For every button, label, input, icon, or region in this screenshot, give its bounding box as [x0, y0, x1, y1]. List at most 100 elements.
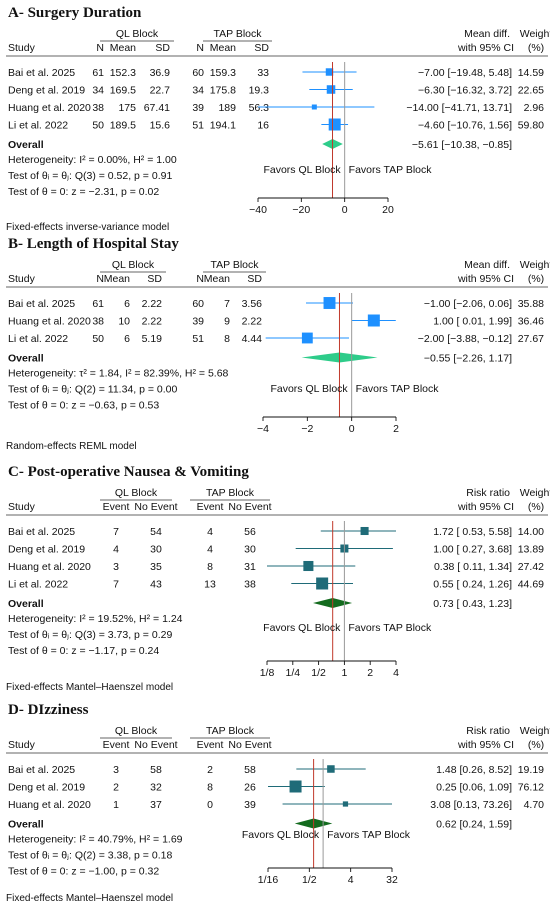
effect-header: Mean diff. [464, 28, 510, 40]
study-weight: 27.42 [518, 561, 544, 573]
effect-header: Risk ratio [466, 487, 510, 499]
study-cell: 7 [224, 298, 230, 310]
study-cell: 6 [124, 333, 130, 345]
panel-title: A- Surgery Duration [8, 5, 142, 21]
overall-label: Overall [8, 598, 44, 610]
study-cell: 37 [150, 799, 162, 811]
study-marker [316, 577, 329, 590]
study-cell: 22.7 [150, 85, 171, 97]
study-cell: 4 [113, 544, 119, 556]
weight-unit-header: (%) [528, 273, 544, 285]
study-cell: 60 [192, 298, 204, 310]
column-header: SD [147, 273, 162, 285]
study-ci-text: 3.08 [0.13, 73.26] [430, 799, 512, 811]
group1-label: QL Block [115, 487, 158, 499]
study-cell: 50 [92, 120, 104, 132]
study-weight: 14.00 [518, 526, 544, 538]
x-tick-label: 4 [348, 874, 354, 886]
study-name: Bai et al. 2025 [8, 67, 75, 79]
study-weight: 44.69 [518, 579, 544, 591]
study-cell: 175.8 [210, 85, 236, 97]
column-header: Event [103, 739, 130, 751]
study-cell: 159.3 [210, 67, 236, 79]
study-weight: 13.89 [518, 544, 544, 556]
column-header-study: Study [8, 273, 36, 285]
effect-ci-header: with 95% CI [457, 739, 514, 751]
column-header: SD [254, 42, 269, 54]
panel-title: C- Post-operative Nausea & Vomiting [8, 464, 249, 480]
x-tick-label: −20 [292, 204, 310, 216]
study-ci-text: 0.38 [ 0.11, 1.34] [434, 561, 512, 573]
favors-left-label: Favors QL Block [263, 164, 341, 176]
study-name: Huang et al. 2020 [8, 561, 91, 573]
study-cell: 34 [192, 85, 204, 97]
x-tick-label: 20 [382, 204, 394, 216]
x-tick-label: −2 [301, 423, 313, 435]
column-header: N [196, 273, 204, 285]
study-marker [326, 85, 336, 94]
group2-label: TAP Block [206, 487, 255, 499]
study-weight: 22.65 [518, 85, 544, 97]
forest-panel-3: C- Post-operative Nausea & Vomiting QL Bl… [6, 464, 550, 693]
stats-line: Test of θ = 0: z = −1.00, p = 0.32 [8, 866, 159, 878]
favors-right-label: Favors TAP Block [349, 164, 433, 176]
favors-left-label: Favors QL Block [263, 622, 341, 634]
study-ci-text: 1.72 [ 0.53, 5.58] [433, 526, 512, 538]
stats-line: Test of θᵢ = θⱼ: Q(2) = 3.38, p = 0.18 [8, 850, 172, 862]
column-header: Mean [104, 273, 130, 285]
study-cell: 2.22 [242, 316, 263, 328]
study-cell: 26 [244, 782, 256, 794]
study-cell: 0 [207, 799, 213, 811]
study-weight: 19.19 [518, 764, 544, 776]
study-cell: 4.44 [242, 333, 263, 345]
column-header-study: Study [8, 739, 36, 751]
study-cell: 56.3 [249, 102, 270, 114]
study-ci-text: −7.00 [−19.48, 5.48] [418, 67, 512, 79]
study-ci-text: −2.00 [−3.88, −0.12] [418, 333, 512, 345]
study-cell: 58 [150, 764, 162, 776]
study-name: Li et al. 2022 [8, 579, 68, 591]
study-name: Bai et al. 2025 [8, 526, 75, 538]
group2-label: TAP Block [210, 259, 259, 271]
study-ci-text: 0.25 [0.06, 1.09] [436, 782, 512, 794]
group2-label: TAP Block [206, 725, 255, 737]
overall-ci-text: 0.62 [0.24, 1.59] [436, 819, 512, 831]
x-tick-label: 1/2 [302, 874, 317, 886]
weight-unit-header: (%) [528, 42, 544, 54]
favors-left-label: Favors QL Block [270, 383, 348, 395]
x-tick-label: −4 [257, 423, 269, 435]
x-tick-label: 1/16 [258, 874, 279, 886]
column-header: Mean [110, 42, 136, 54]
study-name: Huang et al. 2020 [8, 102, 91, 114]
study-cell: 189 [218, 102, 236, 114]
column-header: Event [197, 739, 224, 751]
study-ci-text: −14.00 [−41.71, 13.71] [406, 102, 512, 114]
x-tick-label: 2 [393, 423, 399, 435]
x-tick-label: 0 [349, 423, 355, 435]
column-header: SD [155, 42, 170, 54]
stats-line: Test of θᵢ = θⱼ: Q(3) = 0.52, p = 0.91 [8, 170, 172, 182]
stats-line: Heterogeneity: I² = 40.79%, H² = 1.69 [8, 834, 183, 846]
panel-title: D- DIzziness [8, 702, 89, 718]
study-cell: 5.19 [142, 333, 163, 345]
group1-label: QL Block [112, 259, 155, 271]
overall-label: Overall [8, 819, 44, 831]
study-cell: 50 [92, 333, 104, 345]
column-header: No Event [228, 739, 271, 751]
column-header: Event [197, 501, 224, 513]
study-cell: 35 [150, 561, 162, 573]
study-weight: 35.88 [518, 298, 544, 310]
study-marker [325, 68, 334, 76]
column-header-study: Study [8, 501, 36, 513]
column-header: Mean [204, 273, 230, 285]
model-note: Random-effects REML model [6, 441, 137, 452]
weight-header: Weight [520, 259, 550, 271]
favors-right-label: Favors TAP Block [348, 622, 432, 634]
study-cell: 30 [150, 544, 162, 556]
study-cell: 8 [224, 333, 230, 345]
study-name: Huang et al. 2020 [8, 799, 91, 811]
column-header: No Event [228, 501, 271, 513]
study-cell: 9 [224, 316, 230, 328]
study-cell: 2 [113, 782, 119, 794]
